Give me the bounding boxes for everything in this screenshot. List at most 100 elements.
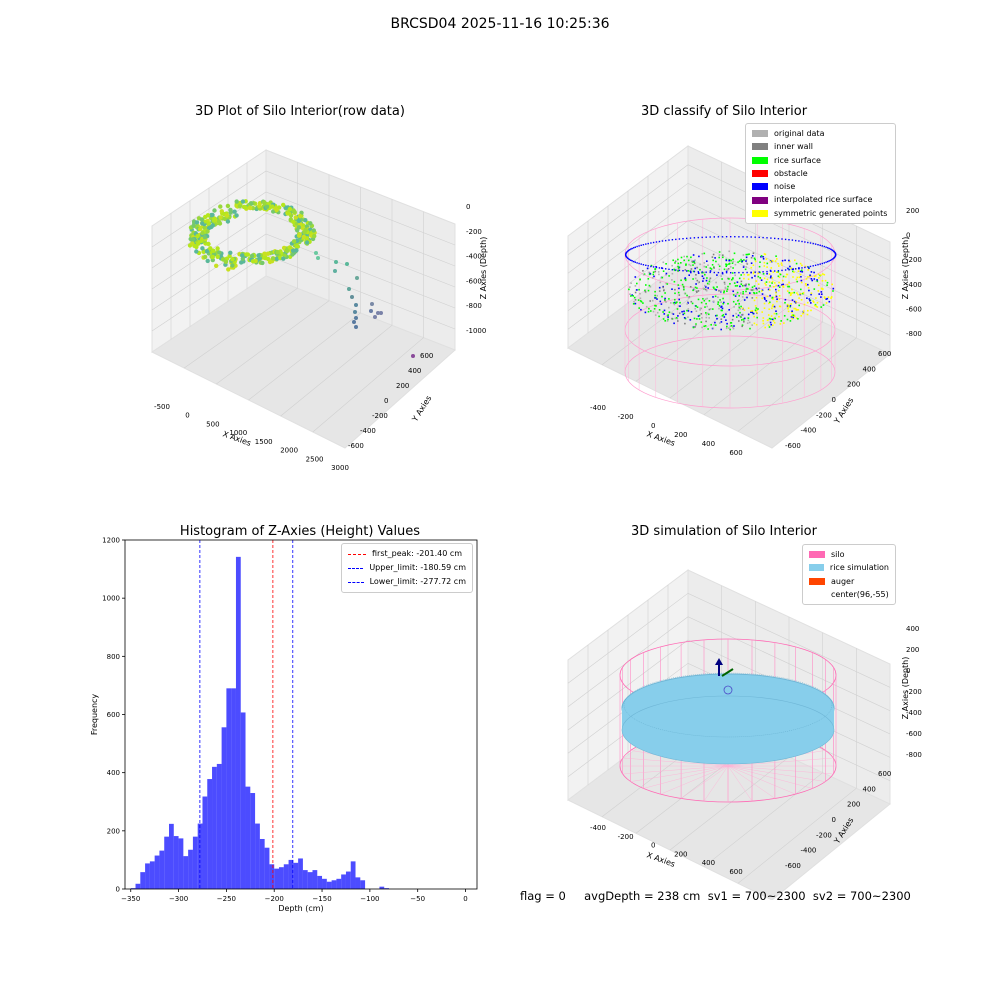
classify-point xyxy=(781,264,783,266)
classify-noise-point xyxy=(742,236,744,238)
classify-point xyxy=(678,312,681,315)
classify-point xyxy=(810,271,813,273)
classify-grid-line xyxy=(567,164,891,261)
classify-point xyxy=(684,322,686,325)
raw-point xyxy=(215,254,220,259)
classify-point xyxy=(807,283,809,286)
raw-point xyxy=(274,256,280,261)
classify-point xyxy=(673,268,675,271)
classify-point xyxy=(820,293,823,295)
classify-point xyxy=(793,291,796,294)
raw-y-tick-label: -400 xyxy=(360,427,376,435)
classify-noise-point xyxy=(634,261,636,263)
legend-swatch xyxy=(752,209,768,217)
classify-point xyxy=(717,301,720,304)
classify-point xyxy=(757,283,760,285)
raw-point xyxy=(370,302,374,306)
classify-point xyxy=(755,296,758,299)
classify-point xyxy=(650,310,652,312)
classify-point xyxy=(642,273,645,276)
raw-point xyxy=(215,246,220,251)
classify-point xyxy=(739,311,741,314)
classify-point xyxy=(722,302,724,305)
classify-point xyxy=(793,315,796,318)
classify-point xyxy=(718,251,721,253)
classify-point xyxy=(693,288,696,291)
raw-point xyxy=(262,251,267,256)
raw-point xyxy=(194,220,200,225)
classify-point xyxy=(779,323,782,325)
simulation-silo-floor-spoke xyxy=(727,765,834,775)
histogram-y-tick-label: 800 xyxy=(107,653,120,661)
classify-point xyxy=(797,293,799,296)
raw-3d-plot: -5000500100015002000250030006004002000-2… xyxy=(151,149,488,472)
classify-point xyxy=(684,269,687,271)
classify-noise-point xyxy=(770,270,772,272)
classify-point xyxy=(772,320,775,322)
simulation-auger-arrowhead xyxy=(715,658,723,665)
classify-point xyxy=(814,304,816,307)
classify-point xyxy=(807,276,809,278)
classify-point xyxy=(712,296,714,298)
classify-point xyxy=(802,292,805,294)
classify-point xyxy=(805,284,807,287)
raw-point xyxy=(270,256,276,261)
classify-noise-point xyxy=(777,270,780,272)
classify-point xyxy=(665,282,667,285)
classify-point xyxy=(802,312,805,314)
classify-point xyxy=(745,262,748,264)
classify-point xyxy=(804,265,807,268)
classify-point xyxy=(782,275,785,278)
classify-point xyxy=(699,307,701,309)
classify-point xyxy=(782,283,784,286)
classify-point xyxy=(707,328,709,330)
classify-noise-point xyxy=(705,236,707,238)
classify-noise-point xyxy=(693,237,696,239)
classify-point xyxy=(691,302,694,305)
classify-noise-point xyxy=(809,242,812,244)
classify-point xyxy=(777,271,780,273)
classify-point xyxy=(680,279,682,282)
classify-point xyxy=(711,264,714,266)
legend-label: Upper_limit: -180.59 cm xyxy=(369,563,466,572)
histogram-bar xyxy=(202,796,208,889)
histogram-bar xyxy=(135,883,141,889)
classify-point xyxy=(654,314,657,316)
classify-point xyxy=(705,289,708,292)
classify-point xyxy=(825,302,828,304)
classify-noise-point xyxy=(819,244,821,246)
classify-x-tick-label: 0 xyxy=(651,422,655,430)
classify-point xyxy=(771,277,774,279)
raw-point xyxy=(225,203,231,209)
classify-point xyxy=(803,303,806,306)
classify-point xyxy=(753,299,756,302)
classify-point xyxy=(745,259,748,261)
raw-point xyxy=(281,202,286,208)
classify-noise-point xyxy=(671,269,674,271)
raw-point xyxy=(274,207,279,213)
raw-z-tick-label: 0 xyxy=(466,203,470,211)
classify-point xyxy=(775,291,777,294)
raw-grid-line xyxy=(248,312,361,401)
classify-point xyxy=(632,295,634,297)
classify-point xyxy=(685,263,687,265)
histogram-bar xyxy=(341,874,346,889)
classify-grid-line xyxy=(737,337,857,432)
classify-point xyxy=(666,283,669,285)
classify-point xyxy=(706,297,708,300)
classify-point xyxy=(720,318,723,320)
classify-noise-point xyxy=(697,236,699,239)
classify-point xyxy=(649,272,651,275)
classify-noise-point xyxy=(807,266,809,268)
classify-point xyxy=(795,262,798,265)
classify-point xyxy=(768,317,771,320)
classify-point xyxy=(648,307,650,310)
classify-noise-point xyxy=(671,239,674,241)
raw-point xyxy=(296,225,302,230)
histogram-x-tick-label: −50 xyxy=(410,895,425,903)
classify-point xyxy=(732,261,734,263)
classify-point xyxy=(640,300,643,303)
classify-point xyxy=(678,266,680,269)
classify-point xyxy=(791,288,793,291)
classify-point xyxy=(771,296,774,299)
